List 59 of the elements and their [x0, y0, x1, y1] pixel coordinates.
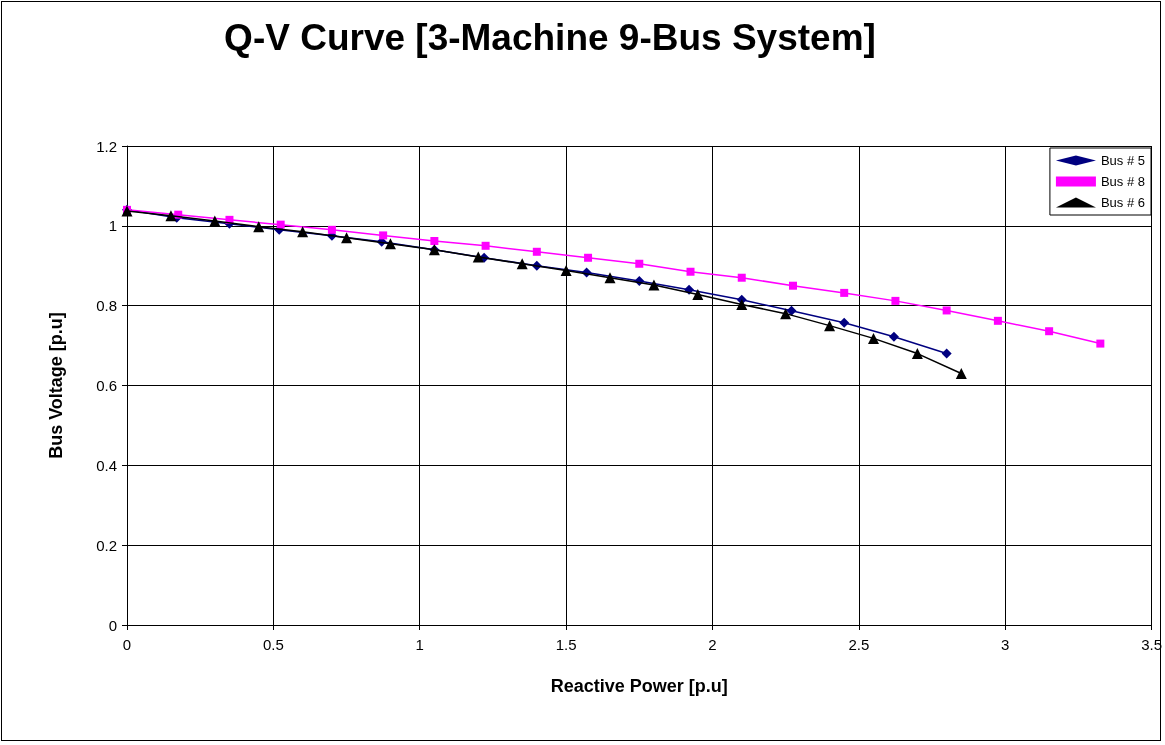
point: [840, 288, 849, 297]
point: [955, 368, 967, 380]
point: [430, 237, 439, 245]
point: [560, 265, 572, 277]
point: [209, 215, 221, 227]
chart-title: Q-V Curve [3-Machine 9-Bus System]: [224, 17, 876, 58]
x-tick-label: 2.5: [848, 636, 870, 653]
point: [472, 251, 484, 263]
point: [888, 331, 899, 342]
point: [635, 259, 644, 268]
point: [942, 306, 951, 315]
legend-label: Bus # 6: [1100, 195, 1146, 210]
y-tick-label: 0.2: [96, 536, 117, 554]
point: [604, 272, 616, 284]
point: [839, 317, 850, 328]
point: [993, 316, 1002, 325]
point: [736, 298, 748, 310]
point: [297, 226, 309, 238]
y-axis-title: Bus Voltage [p.u]: [46, 312, 66, 459]
x-tick-label: 1.5: [555, 636, 577, 653]
point: [384, 238, 396, 250]
legend-label: Bus # 8: [1100, 174, 1146, 189]
point: [276, 220, 285, 229]
point: [737, 273, 746, 282]
y-tick-label: 0.6: [96, 377, 117, 394]
y-tick-label: 0: [108, 616, 117, 634]
y-tick-label: 0.8: [96, 297, 117, 315]
point: [532, 247, 541, 256]
x-axis-title: Reactive Power [p.u]: [550, 676, 728, 696]
point: [786, 305, 797, 316]
y-tick-label: 1: [108, 217, 117, 235]
point: [648, 279, 660, 291]
point: [481, 241, 490, 250]
point: [516, 258, 528, 270]
point: [941, 348, 952, 359]
point: [584, 253, 593, 262]
x-tick-label: 1: [415, 636, 424, 653]
point: [692, 288, 704, 300]
point: [1096, 339, 1105, 348]
point: [788, 281, 797, 290]
point: [165, 210, 177, 222]
x-tick-label: 3: [1001, 636, 1010, 653]
point: [911, 348, 923, 360]
y-tick-label: 0.4: [96, 456, 117, 474]
point: [1045, 327, 1054, 336]
x-tick-label: 0: [122, 636, 132, 653]
point: [891, 296, 900, 305]
y-tick-label: 1.2: [96, 137, 117, 155]
point: [824, 320, 836, 332]
point: [780, 308, 792, 320]
point: [379, 231, 388, 240]
point: [867, 332, 879, 344]
legend-label: Bus # 5: [1100, 153, 1146, 168]
point: [253, 221, 265, 233]
x-tick-label: 0.5: [262, 636, 284, 653]
point: [327, 225, 336, 234]
point: [341, 232, 353, 244]
x-tick-label: 2: [708, 636, 717, 653]
point: [686, 267, 695, 276]
